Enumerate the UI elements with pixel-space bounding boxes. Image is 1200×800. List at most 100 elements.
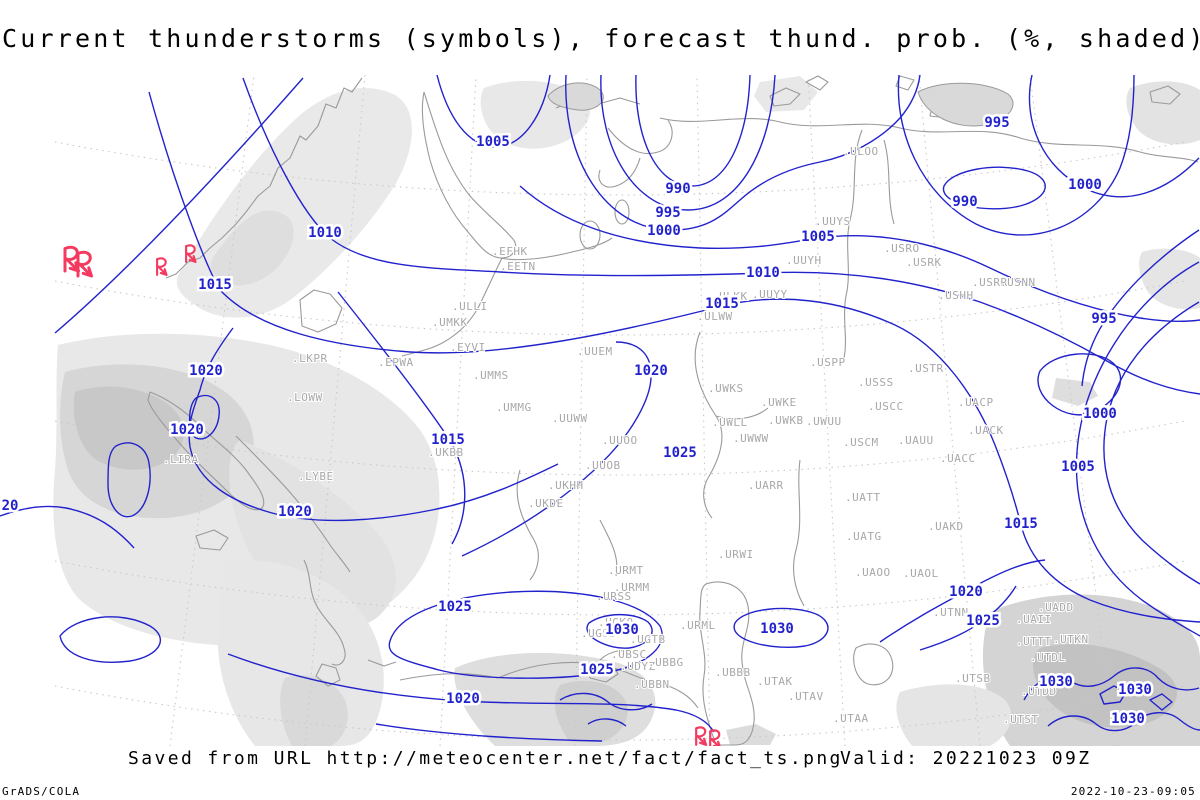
station-label: .UTSB [955,672,991,685]
station-label: .UAOL [903,567,939,580]
saved-from-url-text: Saved from URL http://meteocenter.net/fa… [128,748,843,769]
station-label: .UUYH [786,254,822,267]
isobar-label: 995 [655,205,680,221]
coastlines [147,75,1199,746]
isobar-label: 1025 [438,599,472,615]
station-label: .UAUU [898,434,934,447]
isobar-label: 1015 [1004,516,1038,532]
isobar-label: 1020 [189,363,223,379]
station-label: .URMT [608,564,644,577]
isobar-label: 20 [2,498,19,514]
station-label: .UTAA [833,712,869,725]
station-label: .UMMS [473,369,509,382]
isobar-label: 1015 [198,277,232,293]
station-label: .UGSB [581,627,617,640]
thunderstorm-symbol-icon [63,245,80,273]
station-label: .USSS [858,376,894,389]
station-label: .UUEM [577,345,613,358]
thunderstorm-symbol-icon [695,726,708,746]
station-label: .LOWW [287,391,323,404]
station-label: .UBBG [648,656,684,669]
station-label: .UTKN [1053,633,1089,646]
station-label: .UGTB [630,633,666,646]
grads-credit-text: GrADS/COLA [2,785,81,798]
isobar-label: 1020 [446,691,480,707]
isobar-label: 1000 [1083,406,1117,422]
station-label: .URWI [718,548,754,561]
station-label: .UAII [1016,613,1052,626]
isobar-labels: 1005 995 1000 990 990 995 1000 1005 1010 1010 1015… [0,113,1154,730]
station-label: .UUWW [552,412,588,425]
station-label: .URSS [596,590,632,603]
isobar-label: 1025 [663,445,697,461]
isobar-contours [0,74,1200,742]
station-label: .UATT [845,491,881,504]
isobar-label: 1000 [647,223,681,239]
station-label: .EFHK [492,245,528,258]
station-label: .UUYY [752,288,788,301]
station-label: .UAOO [855,566,891,579]
station-label: .UBSC [611,648,647,661]
station-label: .UTST [1003,713,1039,726]
station-label: .ULOO [843,145,879,158]
station-label: .UADD [1038,601,1074,614]
station-label: .USCM [843,436,879,449]
station-label: .UTDL [1030,651,1066,664]
station-labels: .ULOO .USRO.USRK .USRR.USNN .USHH .UUYS .UUYH… [162,144,1089,727]
isobar-label: 1030 [760,621,794,637]
station-label: .UBBN [634,678,670,691]
isobar-label: 1015 [431,432,465,448]
isobar-label: 1010 [746,265,780,281]
isobar-label: 1005 [476,134,510,150]
thunderstorm-symbol-icon [76,250,93,278]
isobar-label: 1020 [170,422,204,438]
isobar-label: 1015 [705,296,739,312]
station-label: .UUYS [815,215,851,228]
isobar-label: 995 [984,115,1009,131]
station-label: .UACP [958,396,994,409]
station-label: .UWKS [708,382,744,395]
station-label: .USTR [908,362,944,375]
station-label: .USNN [1000,276,1036,289]
isobar-label: 1005 [1061,459,1095,475]
station-label: .USRR [972,276,1008,289]
station-label: .UGKO [598,616,634,629]
isobar-label: 1030 [605,622,639,638]
station-label: .UMMG [496,401,532,414]
station-label: .USCC [868,400,904,413]
station-label: .ULKK [712,290,748,303]
station-label: .UWKB [768,414,804,427]
isobar-label: 1005 [801,229,835,245]
isobar-label: 1020 [278,504,312,520]
station-label: .UACK [968,424,1004,437]
station-label: .UWLL [712,416,748,429]
station-label: .UWUU [806,415,842,428]
station-label: .USHH [938,289,974,302]
station-label: .ULLI [452,300,488,313]
station-label: .UKBB [428,446,464,459]
isobar-label: 1025 [966,613,1000,629]
station-label: .LKPR [292,352,328,365]
creation-timestamp-text: 2022-10-23-09:05 [1070,785,1196,798]
valid-time-text: Valid: 20221023 09Z [840,748,1092,769]
station-label: .UACC [940,452,976,465]
isobar-label: 990 [665,181,690,197]
station-label: .UUOO [602,434,638,447]
station-label: .EETN [500,260,536,273]
station-label: .UAKD [928,520,964,533]
station-label: .EPWA [378,356,414,369]
station-label: .UBBB [715,666,751,679]
station-label: .EYVI [450,341,486,354]
station-label: .LIRA [163,453,199,466]
station-label: .UMKK [432,316,468,329]
isobar-label: 1025 [580,662,614,678]
station-label: .UUOB [585,459,621,472]
isobar-label: 1000 [1068,177,1102,193]
isobar-label: 1030 [1111,711,1145,727]
station-label: .UARR [748,479,784,492]
isobar-label: 1030 [1118,682,1152,698]
station-label: .ULWW [697,310,733,323]
station-label: .UWWW [733,432,769,445]
